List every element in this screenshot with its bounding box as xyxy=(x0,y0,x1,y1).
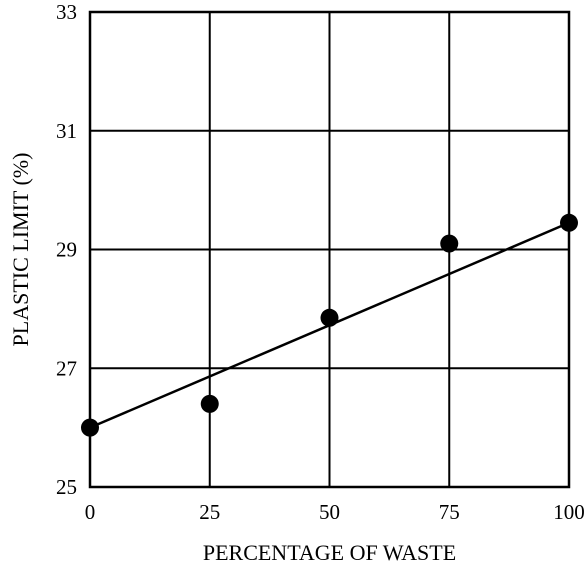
y-tick-labels: 25 27 29 31 33 xyxy=(56,0,77,499)
y-tick-label-27: 27 xyxy=(56,356,77,380)
y-tick-label-33: 33 xyxy=(56,0,77,24)
x-tick-label-0: 0 xyxy=(85,500,96,524)
y-tick-label-25: 25 xyxy=(56,475,77,499)
x-tick-label-100: 100 xyxy=(553,500,584,524)
data-point-25 xyxy=(200,394,219,413)
y-axis-label: PLASTIC LIMIT (%) xyxy=(8,153,33,347)
data-points-layer xyxy=(81,213,578,437)
x-axis-label: PERCENTAGE OF WASTE xyxy=(203,540,456,565)
x-tick-label-25: 25 xyxy=(199,500,220,524)
data-point-0 xyxy=(81,418,99,437)
y-tick-label-31: 31 xyxy=(56,119,77,143)
x-tick-label-75: 75 xyxy=(439,500,460,524)
x-tick-label-50: 50 xyxy=(319,500,340,524)
plot-frame xyxy=(88,10,571,489)
x-tick-labels: 0 25 50 75 100 xyxy=(85,500,584,524)
y-tick-label-29: 29 xyxy=(56,238,77,262)
data-point-100 xyxy=(560,213,578,232)
data-point-50 xyxy=(320,308,339,327)
grid-lines xyxy=(90,12,569,487)
data-point-75 xyxy=(440,234,459,253)
